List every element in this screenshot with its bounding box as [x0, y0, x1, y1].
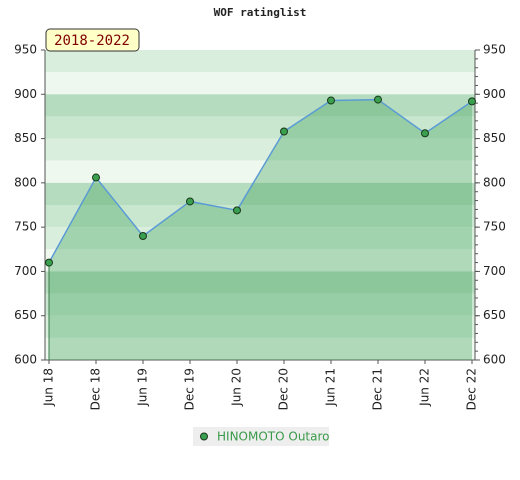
legend-marker [200, 432, 208, 441]
marker [280, 127, 288, 136]
band [45, 293, 475, 316]
marker [45, 258, 53, 267]
x-tick-label: Dec 21 [371, 368, 385, 410]
y2-tick-label: 900 [483, 87, 506, 101]
y-tick-label: 850 [14, 131, 37, 145]
y2-tick-label: 700 [483, 264, 506, 278]
band [45, 182, 475, 205]
marker [327, 96, 335, 105]
y2-tick-label: 850 [483, 131, 506, 145]
band [45, 337, 475, 360]
y-tick-label: 600 [14, 353, 37, 367]
x-tick-label: Dec 18 [89, 368, 103, 410]
y-tick-label: 800 [14, 175, 37, 189]
band [45, 138, 475, 161]
marker [92, 173, 100, 182]
marker [421, 129, 429, 138]
marker [186, 197, 194, 206]
x-tick-label: Dec 22 [465, 368, 479, 410]
y2-tick-label: 750 [483, 220, 506, 234]
marker [468, 97, 476, 106]
y2-tick-label: 650 [483, 308, 506, 322]
x-tick-label: Dec 19 [183, 368, 197, 410]
y-tick-label: 700 [14, 264, 37, 278]
y2-tick-label: 800 [483, 175, 506, 189]
marker [374, 95, 382, 104]
period-box [45, 28, 140, 52]
band [45, 72, 475, 95]
x-tick-label: Jun 21 [324, 368, 338, 407]
x-tick-label: Jun 22 [418, 368, 432, 407]
band [45, 205, 475, 228]
y-tick-label: 750 [14, 220, 37, 234]
x-tick-label: Dec 20 [277, 368, 291, 410]
band [45, 50, 475, 73]
period-label: 2018-2022 [54, 33, 130, 49]
marker [233, 206, 241, 215]
y-tick-label: 650 [14, 308, 37, 322]
legend: HINOMOTO Outaro [193, 427, 330, 446]
legend-label: HINOMOTO Outaro [217, 430, 330, 444]
legend-box [193, 427, 329, 446]
y2-tick-label: 950 [483, 43, 506, 57]
band [45, 94, 475, 117]
y-tick-label: 950 [14, 43, 37, 57]
y2-tick-label: 600 [483, 353, 506, 367]
marker [139, 232, 147, 240]
area [49, 99, 472, 360]
line [48, 98, 473, 263]
band [45, 249, 475, 272]
x-tick-label: Jun 19 [136, 368, 150, 407]
x-tick-label: Jun 20 [230, 368, 244, 407]
x-tick-label: Jun 18 [42, 368, 56, 407]
y-tick-label: 900 [14, 87, 37, 101]
chart-title: WOF ratinglist [214, 6, 307, 19]
band [45, 116, 475, 139]
band [45, 271, 475, 294]
band [45, 315, 475, 338]
band [45, 227, 475, 250]
